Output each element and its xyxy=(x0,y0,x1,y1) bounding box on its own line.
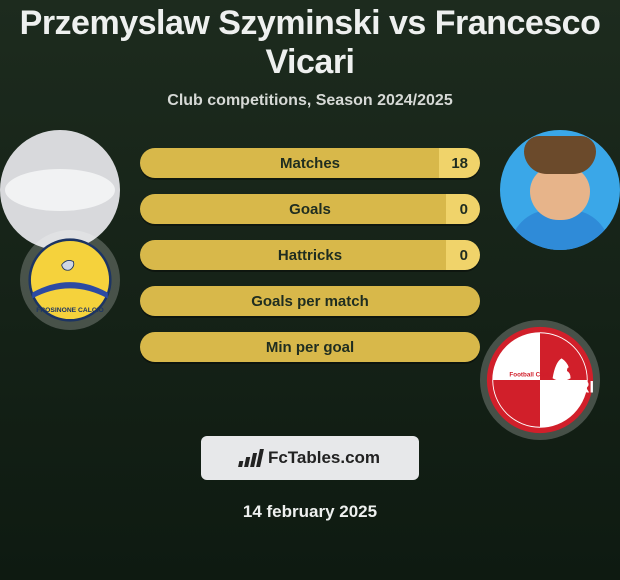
club-left-badge: FROSINONE CALCIO xyxy=(20,230,120,330)
comparison-title: Przemyslaw Szyminski vs Francesco Vicari xyxy=(0,4,620,82)
stat-value-right xyxy=(456,332,480,362)
comparison-subtitle: Club competitions, Season 2024/2025 xyxy=(0,92,620,110)
stat-label: Goals xyxy=(289,201,331,218)
stat-value-left xyxy=(140,240,164,270)
stat-bar: Goals per match xyxy=(140,286,480,316)
stat-value-right xyxy=(456,286,480,316)
content-root: Przemyslaw Szyminski vs Francesco Vicari… xyxy=(0,0,620,580)
bari-badge-icon: BARI Football Club xyxy=(486,326,594,434)
avatar-face-icon xyxy=(530,166,590,220)
stat-label: Hattricks xyxy=(278,247,342,264)
bar-chart-icon xyxy=(238,449,264,467)
stat-value-left xyxy=(140,332,164,362)
stat-value-left xyxy=(140,148,164,178)
stat-value-left xyxy=(140,194,164,224)
frosinone-badge-icon: FROSINONE CALCIO xyxy=(28,238,112,322)
stat-value-right: 0 xyxy=(448,194,480,224)
stat-bar: Hattricks 0 xyxy=(140,240,480,270)
stat-bar: Matches 18 xyxy=(140,148,480,178)
comparison-body: FROSINONE CALCIO BARI Football Club Matc… xyxy=(0,140,620,400)
stats-list: Matches 18 Goals 0 Hattricks 0 Goals per match… xyxy=(140,148,480,378)
avatar-placeholder-icon xyxy=(5,169,115,211)
stat-bar: Goals 0 xyxy=(140,194,480,224)
fctables-logo-text: FcTables.com xyxy=(268,448,380,468)
svg-text:FROSINONE CALCIO: FROSINONE CALCIO xyxy=(36,307,104,314)
stat-bar: Min per goal xyxy=(140,332,480,362)
stat-value-left xyxy=(140,286,164,316)
stat-value-right: 0 xyxy=(448,240,480,270)
svg-text:BARI: BARI xyxy=(554,379,594,397)
stat-label: Goals per match xyxy=(251,293,369,310)
player-right-avatar xyxy=(500,130,620,250)
club-right-badge: BARI Football Club xyxy=(480,320,600,440)
stat-label: Matches xyxy=(280,155,340,172)
stat-value-right: 18 xyxy=(439,148,480,178)
generated-date: 14 february 2025 xyxy=(0,502,620,522)
svg-text:Football Club: Football Club xyxy=(509,371,549,378)
fctables-logo: FcTables.com xyxy=(201,436,419,480)
avatar-hair-icon xyxy=(524,136,596,174)
stat-label: Min per goal xyxy=(266,339,354,356)
